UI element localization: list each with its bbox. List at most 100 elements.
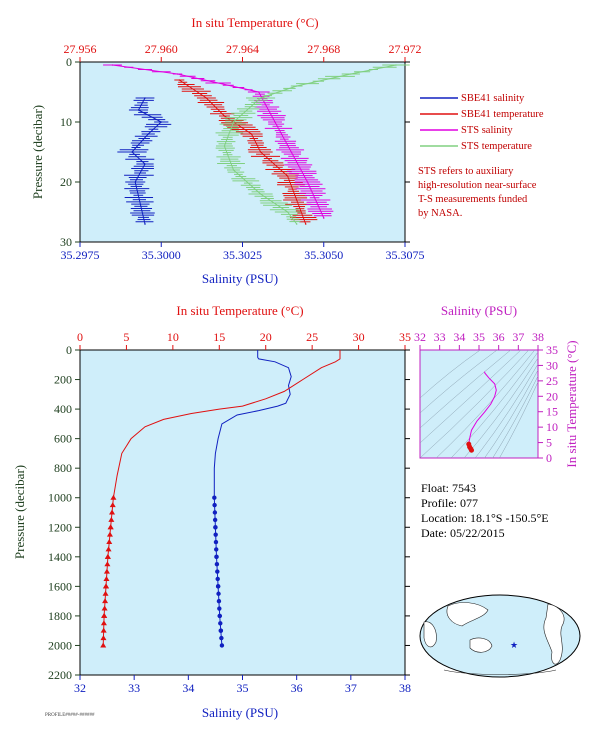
main-y-title: Pressure (decibar) (12, 465, 27, 559)
main-marker-sbe41-temperature (104, 561, 111, 567)
ts-series-layer (466, 371, 497, 453)
main-x-top-tick-label-3: 15 (213, 330, 225, 344)
top-x-bottom-tick-label-2: 35.3025 (223, 248, 262, 262)
top-point-sts-temperature-4 (232, 121, 235, 123)
main-x-bottom-tick-label-6: 38 (399, 681, 411, 695)
top-y-tick-label-2: 20 (60, 175, 72, 189)
ts-x-tick-label-1: 33 (434, 330, 446, 344)
main-marker-sbe41-temperature (106, 531, 113, 537)
main-y-tick-label-2: 400 (54, 402, 72, 416)
main-y-tick-label-9: 1800 (48, 609, 72, 623)
main-marker-sbe41-salinity (214, 554, 219, 560)
map-land-australia (469, 637, 493, 653)
main-marker-sbe41-temperature (103, 568, 110, 574)
top-point-sbe41-salinity-0 (144, 97, 146, 99)
legend-label-sbe41-salinity: SBE41 salinity (461, 93, 525, 104)
main-marker-sbe41-temperature (100, 620, 107, 626)
top-chart: 27.956 27.960 27.964 27.968 27.972 35.2975 35.… (30, 15, 425, 286)
main-y-tick-label-5: 1000 (48, 491, 72, 505)
ts-density-contour (420, 350, 522, 444)
main-marker-sbe41-salinity (215, 584, 221, 589)
main-marker-sbe41-salinity (213, 532, 218, 537)
ts-y-title: In situ Temperature (°C) (564, 340, 579, 467)
top-series-layer (103, 64, 410, 225)
map-land-asia (446, 602, 489, 627)
top-point-sbe41-salinity-3 (147, 133, 150, 135)
main-x-top-tick-label-6: 30 (353, 330, 365, 344)
main-y-tick-label-7: 1400 (48, 550, 72, 564)
main-marker-sbe41-temperature (106, 539, 113, 545)
main-y-tick-label-3: 600 (54, 432, 72, 446)
top-point-sts-temperature-6 (232, 169, 235, 171)
top-point-sts-temperature-0 (395, 64, 397, 66)
main-marker-sbe41-salinity (218, 621, 223, 626)
legend-label-sbe41-temperature: SBE41 temperature (461, 109, 544, 120)
main-marker-sbe41-temperature (108, 516, 115, 522)
main-marker-sbe41-salinity (212, 510, 218, 515)
top-point-sbe41-salinity-6 (134, 181, 137, 183)
main-marker-sbe41-salinity (217, 606, 222, 611)
top-point-sts-temperature-3 (259, 97, 262, 99)
main-marker-sbe41-temperature (109, 502, 116, 508)
main-chart: 0 5 10 15 20 25 30 35 32 33 34 35 36 37 38 0 200 400 600 80… (12, 303, 411, 720)
ts-density-contour (420, 350, 512, 429)
ts-x-tick-label-5: 37 (512, 330, 524, 344)
main-marker-sbe41-salinity (212, 517, 218, 523)
top-x-top-tick-label-1: 27.960 (145, 42, 178, 56)
main-marker-sbe41-temperature (102, 598, 109, 604)
top-x-bottom-tick-label-1: 35.3000 (142, 248, 181, 262)
map-land-americas (543, 603, 565, 665)
main-y-tick-label-4: 800 (54, 461, 72, 475)
world-map: ★ (419, 594, 581, 678)
main-x-bottom-tick-label-2: 34 (182, 681, 194, 695)
main-x-top-tick-label-2: 10 (167, 330, 179, 344)
top-point-sts-salinity-5 (306, 181, 309, 183)
main-point-sbe41-temperature-15 (110, 494, 117, 500)
footer-id: PROFILE#####-###### (45, 713, 95, 718)
top-point-sbe41-salinity-2 (160, 121, 163, 123)
main-x-top-title: In situ Temperature (°C) (176, 303, 303, 318)
top-y-tick-label-0: 0 (66, 55, 72, 69)
main-marker-sbe41-temperature (100, 635, 107, 641)
main-marker-sbe41-salinity (216, 598, 222, 604)
main-y-tick-label-6: 1200 (48, 520, 72, 534)
main-x-top-tick-label-5: 25 (306, 330, 318, 344)
ts-y-tick-label-5: 10 (546, 420, 558, 434)
ts-density-contours (420, 350, 538, 458)
ts-x-tick-label-4: 36 (493, 330, 505, 344)
main-series-sbe41-salinity (213, 350, 292, 646)
ts-density-contour (499, 381, 538, 458)
main-series-layer (100, 350, 341, 648)
info-location: Location: 18.1°S -150.5°E (421, 511, 549, 525)
ts-density-contour (492, 375, 538, 458)
top-x-top-tick-label-0: 27.956 (64, 42, 97, 56)
main-point-sbe41-salinity-16 (212, 495, 217, 500)
top-x-top-tick-label-4: 27.972 (389, 42, 422, 56)
main-plot-background (79, 349, 406, 676)
main-marker-sbe41-temperature (103, 575, 110, 581)
top-point-sbe41-temperature-0 (178, 79, 181, 81)
top-point-sts-salinity-3 (274, 121, 276, 123)
top-point-sbe41-salinity-4 (131, 151, 133, 153)
main-y-tick-label-8: 1600 (48, 579, 72, 593)
info-date: Date: 05/22/2015 (421, 526, 505, 540)
top-y-tick-label-1: 10 (60, 115, 72, 129)
top-point-sts-salinity-2 (257, 91, 260, 93)
top-point-sbe41-temperature-3 (250, 133, 253, 135)
main-marker-sbe41-salinity (213, 525, 218, 530)
main-marker-sbe41-temperature (105, 546, 112, 552)
main-x-top-tick-label-7: 35 (399, 330, 411, 344)
ts-y-tick-label-7: 0 (546, 451, 552, 465)
ts-density-contour (420, 350, 481, 399)
main-x-bottom-tick-label-3: 35 (237, 681, 249, 695)
note-line-1: STS refers to auxiliary (418, 166, 514, 177)
ts-density-contour (450, 351, 538, 458)
ts-density-contour (484, 369, 538, 458)
main-x-bottom-tick-label-5: 37 (345, 681, 357, 695)
top-point-sbe41-salinity-1 (137, 109, 140, 111)
legend-label-sts-temperature: STS temperature (461, 141, 532, 152)
top-x-bottom-title: Salinity (PSU) (202, 271, 278, 286)
top-x-top-tick-label-2: 27.964 (226, 42, 259, 56)
ts-density-contour (420, 350, 530, 458)
